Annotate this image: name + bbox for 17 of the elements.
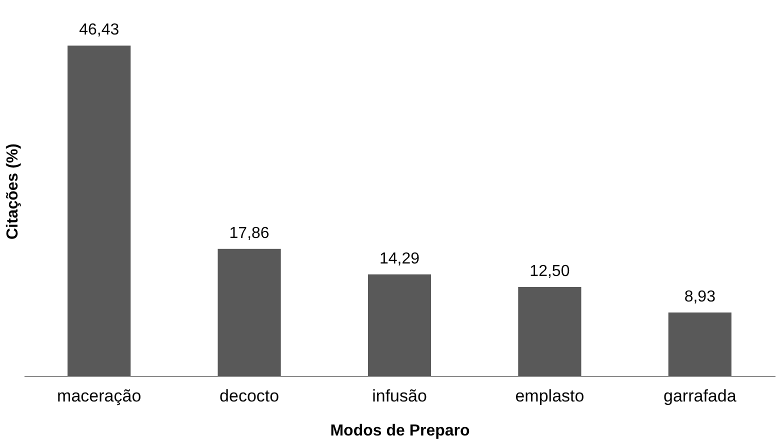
data-label: 17,86	[229, 224, 270, 242]
data-label: 46,43	[79, 22, 120, 39]
data-label: 12,50	[530, 263, 570, 280]
bar	[218, 248, 281, 376]
data-label: 14,29	[379, 250, 420, 268]
bar	[518, 287, 582, 376]
data-label: 8,93	[684, 288, 716, 306]
x-tick-label: infusão	[372, 386, 427, 406]
y-axis-title: Citações (%)	[4, 143, 22, 240]
x-tick-label: decocto	[220, 386, 280, 406]
bar	[68, 46, 131, 376]
x-tick-label: garrafada	[664, 386, 737, 406]
x-tick-label: maceração	[57, 386, 142, 406]
bar	[668, 312, 732, 376]
bar	[368, 274, 432, 376]
x-axis-title: Modos de Preparo	[330, 422, 470, 440]
x-tick-label: emplasto	[515, 386, 584, 406]
